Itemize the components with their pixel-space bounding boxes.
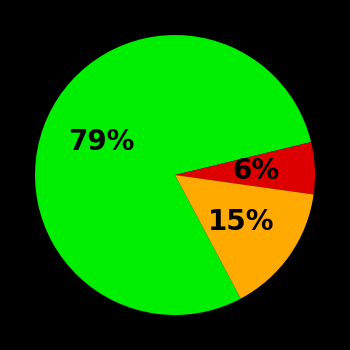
Text: 15%: 15% xyxy=(208,208,275,236)
Wedge shape xyxy=(35,35,311,315)
Text: 79%: 79% xyxy=(68,128,134,156)
Text: 6%: 6% xyxy=(232,157,280,185)
Wedge shape xyxy=(175,175,314,299)
Wedge shape xyxy=(175,142,315,195)
